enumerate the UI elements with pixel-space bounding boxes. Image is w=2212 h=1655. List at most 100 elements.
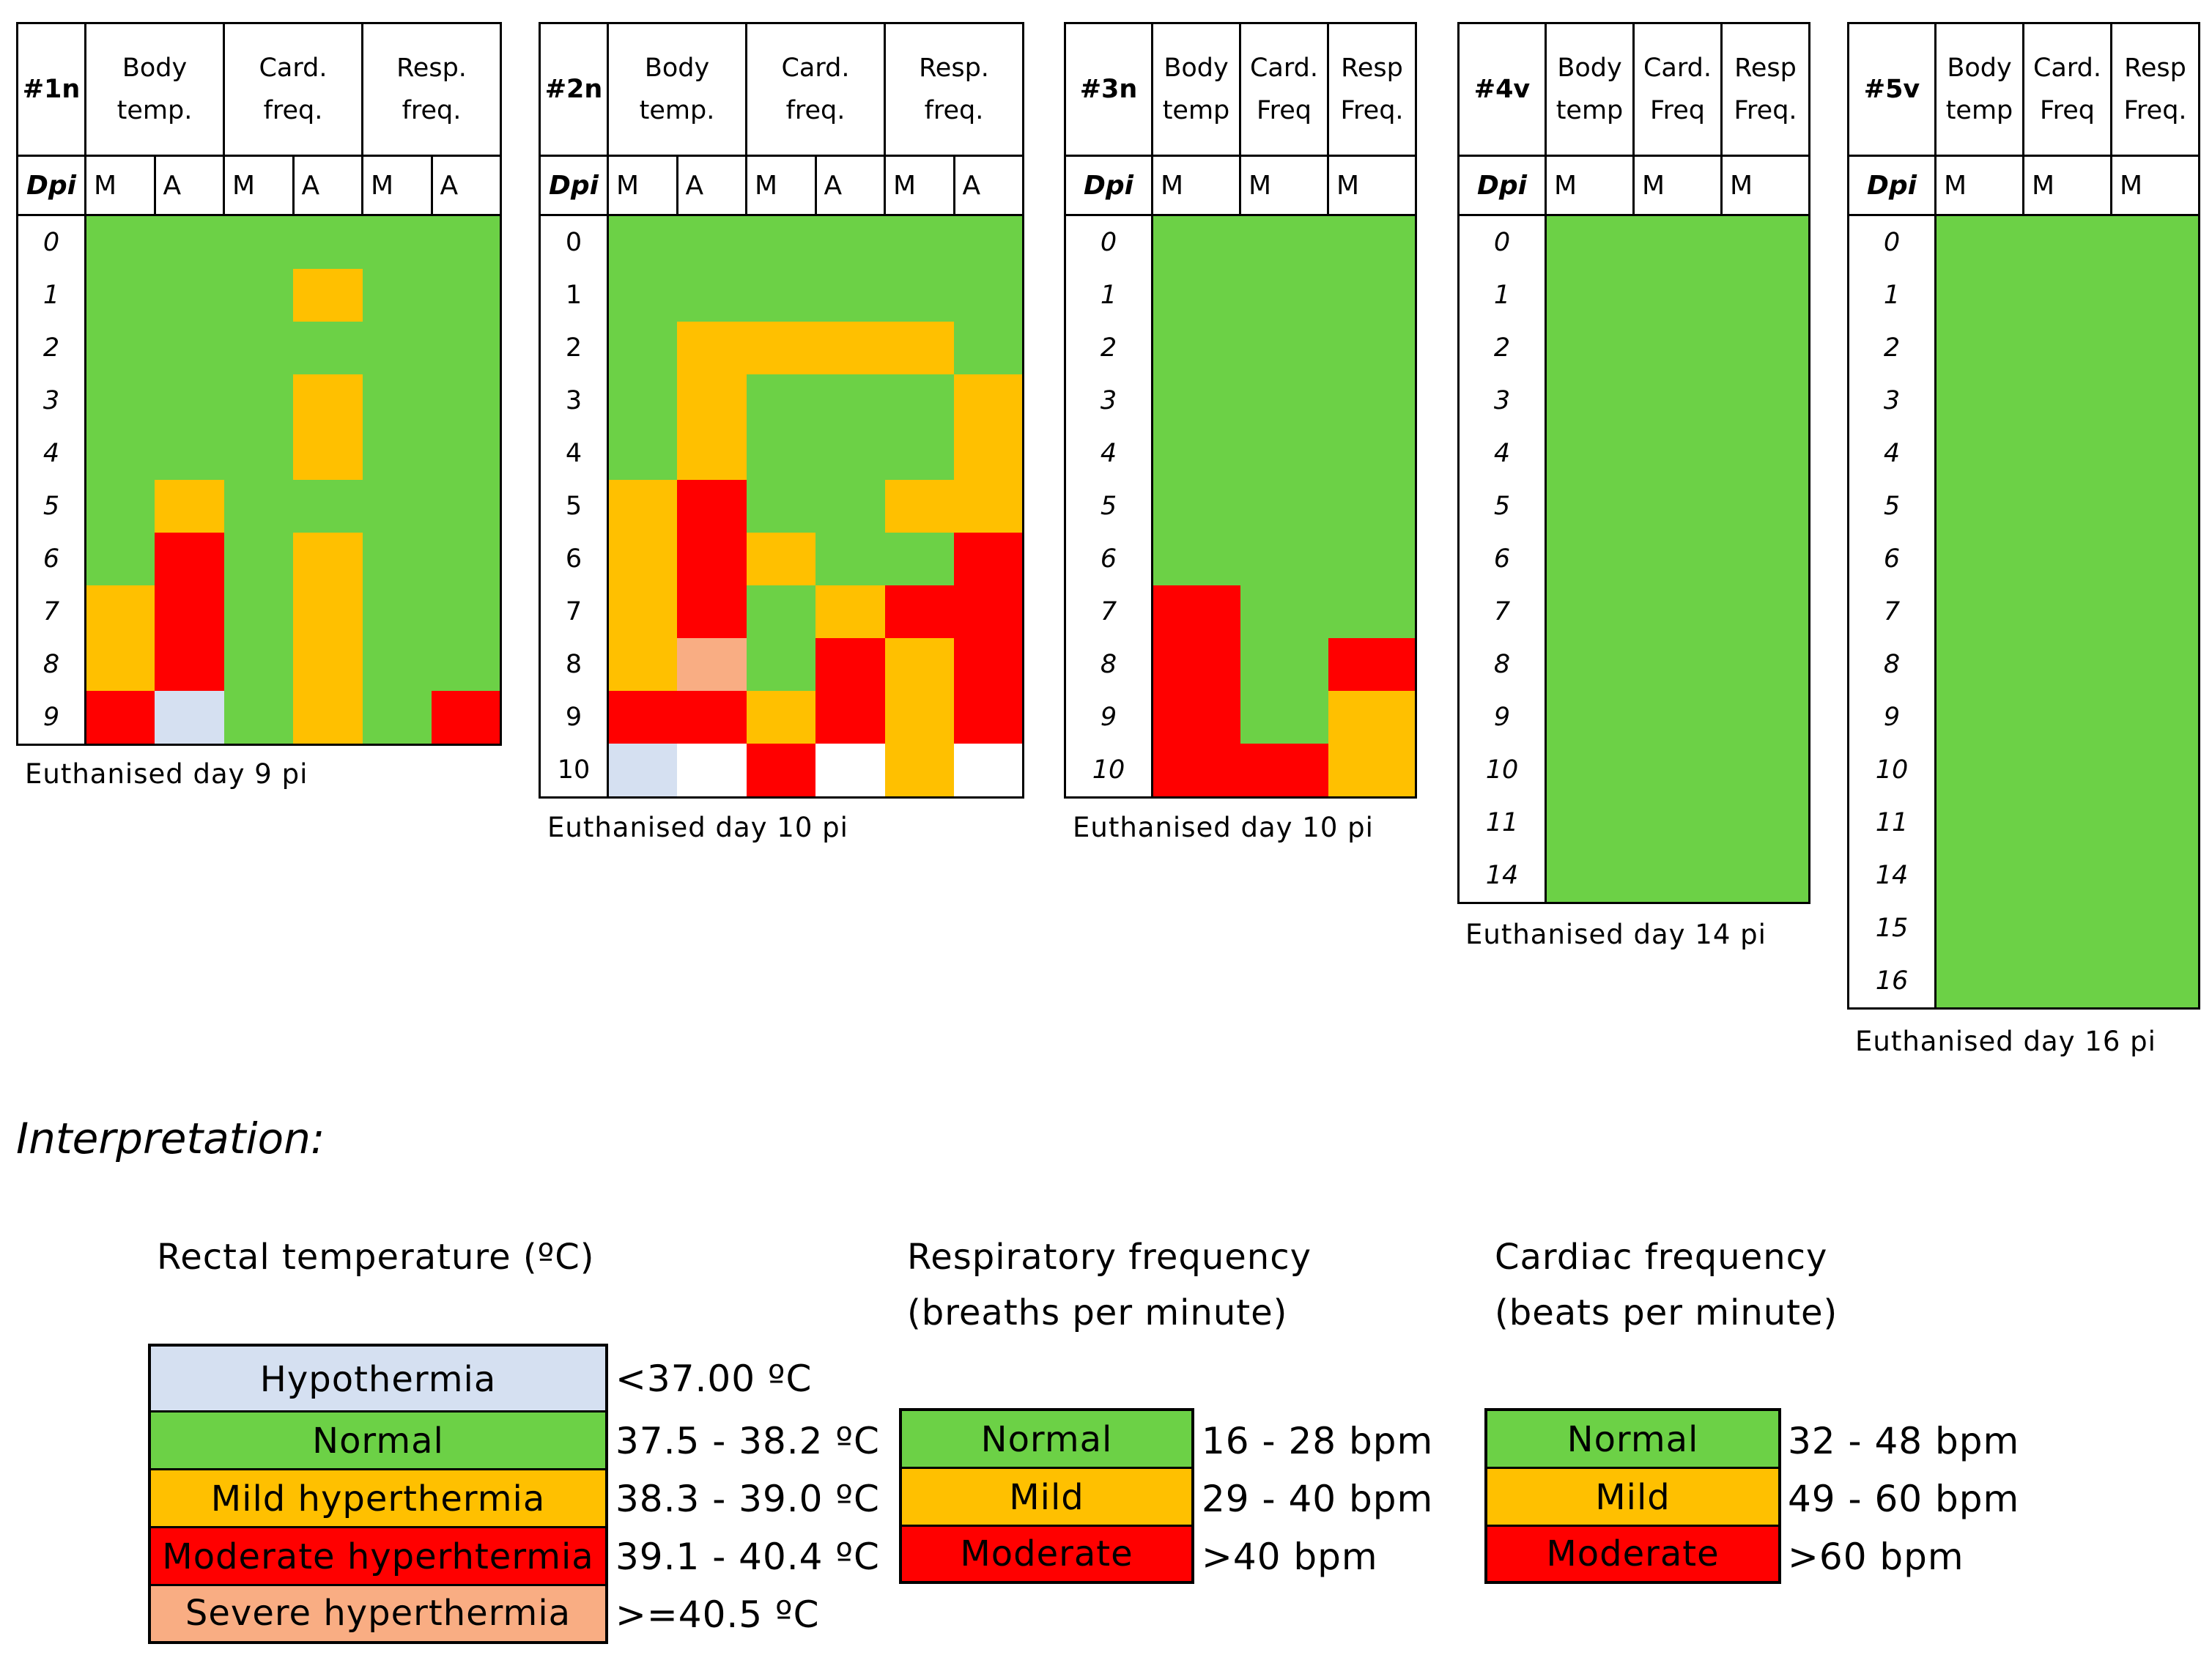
status-cell-normal — [362, 638, 432, 691]
status-cell-moderate — [677, 691, 747, 744]
status-cell-normal — [2111, 322, 2200, 374]
table-row: 3 — [1848, 374, 2200, 427]
status-cell-normal — [1633, 796, 1722, 849]
status-cell-normal — [432, 215, 501, 269]
heatmap-table: #2n Body temp. Card. freq. Resp. freq. Dpi M A… — [539, 22, 1024, 799]
dpi-header: Dpi — [1847, 155, 1937, 216]
status-cell-mild — [677, 427, 747, 480]
status-cell-normal — [1633, 269, 1722, 322]
resp-range-mild: 29 - 40 bpm — [1202, 1478, 1434, 1520]
caption-5v: Euthanised day 16 pi — [1855, 1026, 2156, 1057]
status-cell-normal — [884, 269, 954, 322]
status-cell-normal — [2111, 585, 2200, 638]
table-row: 5 — [17, 480, 501, 533]
table-row: 4 — [1458, 427, 1810, 480]
status-cell-normal — [223, 374, 293, 427]
status-cell-normal — [1633, 322, 1722, 374]
status-cell-normal — [884, 215, 954, 269]
legend-swatch-moderate-hyperthermia: Moderate hyperhtermia — [151, 1528, 605, 1586]
status-cell-normal — [1935, 269, 2024, 322]
status-cell-mild — [815, 322, 885, 374]
status-cell-normal — [1240, 269, 1328, 322]
dpi-value: 4 — [1458, 427, 1547, 480]
dpi-value: 2 — [17, 322, 86, 374]
status-cell-mild — [293, 374, 363, 427]
status-cell-mild — [293, 533, 363, 585]
dpi-value: 9 — [1065, 691, 1153, 744]
status-cell-normal — [815, 215, 885, 269]
parameter-header: Body temp — [1934, 22, 2024, 157]
table-row: 7 — [17, 585, 501, 638]
dpi-value: 1 — [17, 269, 86, 322]
measurement-subheader: M — [1239, 155, 1329, 216]
status-cell-moderate — [677, 480, 747, 533]
status-cell-normal — [2111, 480, 2200, 533]
status-cell-normal — [1240, 322, 1328, 374]
parameter-header: Body temp. — [607, 22, 747, 157]
dpi-value: 5 — [1458, 480, 1547, 533]
table-row: 6 — [1458, 533, 1810, 585]
table-row: 5 — [1458, 480, 1810, 533]
status-cell-normal — [1152, 215, 1240, 269]
status-cell-normal — [1633, 585, 1722, 638]
status-cell-normal — [1633, 480, 1722, 533]
status-cell-normal — [2023, 322, 2112, 374]
status-cell-normal — [2111, 269, 2200, 322]
status-cell-normal — [223, 691, 293, 745]
temperature-legend: Hypothermia Normal Mild hyperthermia Mod… — [148, 1344, 608, 1644]
parameter-header: Body temp — [1545, 22, 1635, 157]
status-cell-moderate — [85, 691, 155, 745]
status-cell-normal — [607, 374, 677, 427]
parameter-header: Card. freq. — [745, 22, 886, 157]
status-cell-mild — [607, 533, 677, 585]
table-row: 4 — [17, 427, 501, 480]
card-range-normal: 32 - 48 bpm — [1788, 1420, 2020, 1462]
status-cell-normal — [85, 215, 155, 269]
table-row: 2 — [1848, 322, 2200, 374]
status-cell-normal — [1935, 955, 2024, 1009]
animal-id: #5v — [1847, 22, 1937, 157]
measurement-subheader: A — [953, 155, 1024, 216]
table-row: 10 — [1458, 744, 1810, 796]
dpi-value: 10 — [1065, 744, 1153, 798]
status-cell-normal — [815, 427, 885, 480]
status-cell-normal — [2023, 427, 2112, 480]
table-row: 7 — [1848, 585, 2200, 638]
dpi-value: 3 — [1458, 374, 1547, 427]
status-cell-normal — [432, 533, 501, 585]
status-cell-normal — [1935, 480, 2024, 533]
status-cell-mild — [954, 480, 1024, 533]
dpi-value: 6 — [17, 533, 86, 585]
parameter-header: Card. Freq — [1239, 22, 1329, 157]
status-cell-normal — [677, 269, 747, 322]
status-cell-normal — [432, 427, 501, 480]
status-cell-mild — [85, 638, 155, 691]
table-row: 1 — [1458, 269, 1810, 322]
status-cell-mild — [884, 691, 954, 744]
legend-swatch-mild-hyperthermia: Mild hyperthermia — [151, 1470, 605, 1528]
status-cell-moderate — [954, 691, 1024, 744]
dpi-value: 0 — [1848, 215, 1937, 269]
table-row: 8 — [1848, 638, 2200, 691]
status-cell-normal — [155, 215, 224, 269]
dpi-value: 7 — [1848, 585, 1937, 638]
status-cell-normal — [1935, 849, 2024, 902]
dpi-value: 5 — [539, 480, 609, 533]
status-cell-mild — [155, 480, 224, 533]
table-row: 11 — [1458, 796, 1810, 849]
animal-id: #1n — [16, 22, 86, 157]
dpi-value: 0 — [1065, 215, 1153, 269]
status-cell-normal — [1935, 322, 2024, 374]
status-cell-mild — [746, 691, 815, 744]
status-cell-normal — [432, 638, 501, 691]
status-cell-normal — [2023, 691, 2112, 744]
dpi-value: 4 — [1848, 427, 1937, 480]
status-cell-moderate — [155, 585, 224, 638]
animal-table-1n: #1n Body temp. Card. freq. Resp. freq. Dpi M A… — [16, 22, 502, 746]
animal-table-4v: #4v Body temp Card. Freq Resp Freq. Dpi M M M 0 1… — [1457, 22, 1810, 904]
status-cell-normal — [432, 374, 501, 427]
status-cell-normal — [1328, 322, 1416, 374]
status-cell-normal — [2111, 691, 2200, 744]
status-cell-normal — [2023, 585, 2112, 638]
table-row: 3 — [1065, 374, 1416, 427]
